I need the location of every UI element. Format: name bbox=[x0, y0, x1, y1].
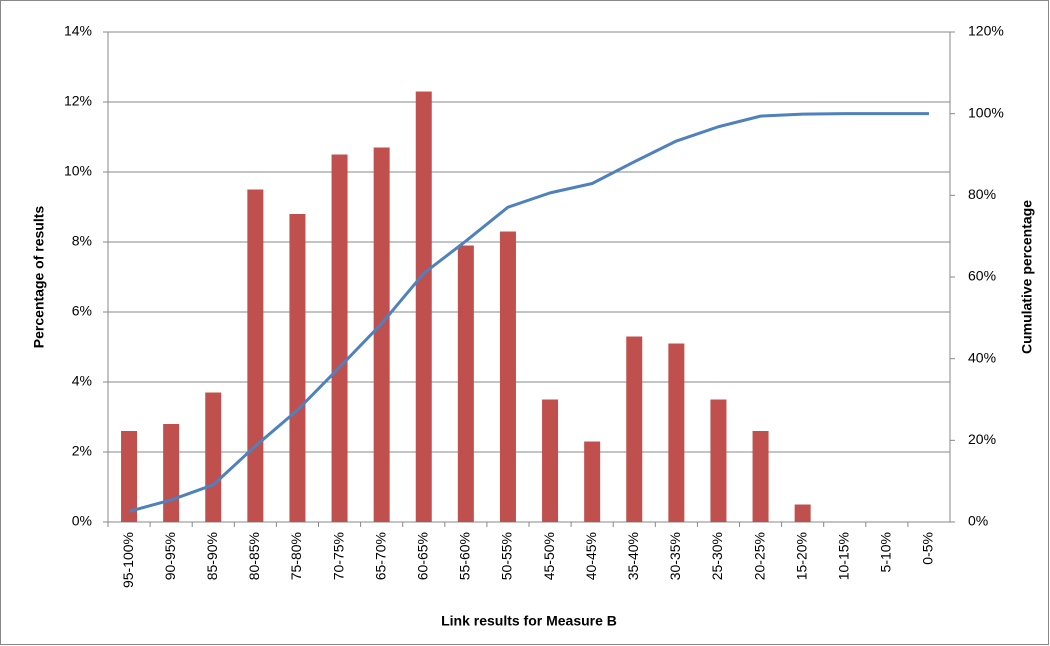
bar bbox=[499, 231, 516, 522]
bar bbox=[584, 441, 601, 522]
y-tick-label: 4% bbox=[72, 373, 92, 389]
bar bbox=[415, 91, 432, 522]
x-tick-label: 50-55% bbox=[499, 532, 515, 580]
bar bbox=[163, 424, 180, 522]
x-tick-label: 65-70% bbox=[372, 532, 388, 580]
x-tick-label: 25-30% bbox=[709, 532, 725, 580]
bar bbox=[121, 431, 138, 522]
x-axis-title: Link results for Measure B bbox=[441, 613, 617, 629]
x-tick-label: 45-50% bbox=[541, 532, 557, 580]
cumulative-line bbox=[128, 112, 929, 513]
bar bbox=[752, 431, 769, 522]
y-tick-label: 6% bbox=[72, 303, 92, 319]
y-tick-label: 2% bbox=[72, 443, 92, 459]
y-tick-label: 12% bbox=[64, 93, 92, 109]
x-tick-label: 5-10% bbox=[878, 532, 894, 572]
y-tick-label: 8% bbox=[72, 233, 92, 249]
bar bbox=[373, 147, 390, 522]
y2-tick-label: 40% bbox=[968, 349, 996, 365]
y2-tick-label: 20% bbox=[968, 431, 996, 447]
y2-axis-title: Cumulative percentage bbox=[1019, 200, 1035, 354]
bar bbox=[205, 392, 222, 522]
bar bbox=[247, 189, 264, 522]
y2-tick-label: 0% bbox=[968, 513, 988, 529]
x-tick-label: 70-75% bbox=[330, 532, 346, 580]
bar bbox=[710, 399, 727, 522]
x-tick-label: 95-100% bbox=[120, 532, 136, 588]
bar bbox=[794, 504, 811, 522]
x-tick-label: 85-90% bbox=[204, 532, 220, 580]
x-tick-label: 90-95% bbox=[162, 532, 178, 580]
y-tick-label: 14% bbox=[64, 23, 92, 39]
y2-tick-label: 80% bbox=[968, 186, 996, 202]
bar bbox=[331, 154, 348, 522]
x-tick-label: 20-25% bbox=[751, 532, 767, 580]
x-tick-label: 10-15% bbox=[835, 532, 851, 580]
x-tick-label: 15-20% bbox=[793, 532, 809, 580]
x-tick-label: 30-35% bbox=[667, 532, 683, 580]
bar bbox=[457, 245, 474, 522]
bar bbox=[668, 343, 685, 522]
x-tick-label: 80-85% bbox=[246, 532, 262, 580]
y-tick-label: 10% bbox=[64, 163, 92, 179]
y-axis-title: Percentage of results bbox=[31, 206, 47, 349]
bar bbox=[542, 399, 559, 522]
x-tick-label: 40-45% bbox=[583, 532, 599, 580]
x-tick-label: 55-60% bbox=[457, 532, 473, 580]
x-tick-label: 75-80% bbox=[288, 532, 304, 580]
bar bbox=[289, 214, 306, 522]
y2-tick-label: 60% bbox=[968, 268, 996, 284]
y-tick-label: 0% bbox=[72, 513, 92, 529]
bar bbox=[626, 336, 643, 522]
x-tick-label: 60-65% bbox=[414, 532, 430, 580]
y2-tick-label: 120% bbox=[968, 23, 1004, 39]
x-tick-label: 35-40% bbox=[625, 532, 641, 580]
y2-tick-label: 100% bbox=[968, 104, 1004, 120]
x-tick-label: 0-5% bbox=[920, 532, 936, 565]
